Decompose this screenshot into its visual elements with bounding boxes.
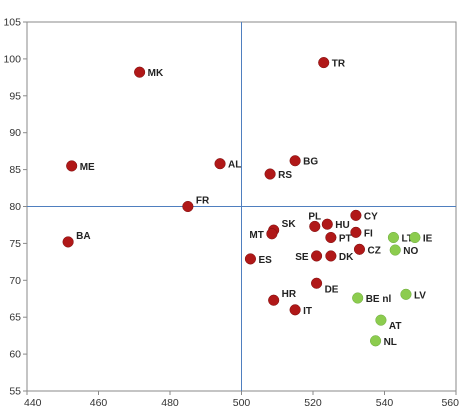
data-label-fi: FI — [364, 228, 373, 239]
y-tick-label: 75 — [9, 238, 21, 250]
data-points: TR MK ME AL BG RS FR BA CY PL HU SK MT FI PT CZ SE DK ES DE… — [62, 57, 433, 348]
y-tick-label: 55 — [9, 386, 21, 398]
x-tick-label: 440 — [24, 397, 42, 409]
data-label-fr: FR — [196, 196, 210, 207]
data-point-nl — [370, 335, 382, 347]
y-tick-label: 80 — [9, 201, 21, 213]
data-label-lt: LT — [401, 233, 412, 244]
data-label-hu: HU — [335, 220, 349, 231]
data-point-es — [244, 253, 256, 265]
data-label-dk: DK — [339, 252, 354, 263]
data-label-lv: LV — [414, 290, 426, 301]
data-point-rs — [264, 168, 276, 180]
data-label-rs: RS — [278, 170, 292, 181]
data-point-at — [375, 314, 387, 326]
x-tick-label: 460 — [90, 397, 108, 409]
data-label-se: SE — [295, 252, 309, 263]
y-tick-label: 60 — [9, 349, 21, 361]
y-axis: 55 60 65 70 75 80 85 90 95 100 105 — [3, 17, 27, 398]
data-point-lv — [400, 288, 412, 300]
data-label-al: AL — [228, 160, 241, 171]
data-label-sk: SK — [282, 219, 297, 230]
data-point-mt — [266, 228, 278, 240]
data-label-ba: BA — [76, 231, 90, 242]
x-tick-label: 560 — [441, 397, 459, 409]
data-label-pl: PL — [308, 211, 321, 222]
y-tick-label: 65 — [9, 312, 21, 324]
x-axis: 440 460 480 500 520 540 560 — [24, 391, 459, 409]
y-tick-label: 70 — [9, 275, 21, 287]
y-tick-label: 95 — [9, 90, 21, 102]
data-point-cy — [350, 209, 362, 221]
data-point-lt — [387, 231, 399, 244]
data-label-me: ME — [80, 162, 95, 173]
data-label-no: NO — [403, 246, 418, 257]
data-label-cz: CZ — [367, 245, 380, 256]
data-label-de: DE — [325, 284, 339, 295]
data-label-be-nl: BE nl — [366, 294, 392, 305]
y-tick-label: 100 — [3, 53, 21, 65]
data-label-hr: HR — [282, 289, 297, 300]
data-label-nl: NL — [384, 337, 397, 348]
y-tick-label: 85 — [9, 164, 21, 176]
data-point-fr — [182, 200, 194, 213]
x-tick-label: 500 — [233, 397, 251, 409]
data-point-bg — [289, 155, 301, 167]
data-point-me — [66, 160, 78, 172]
x-tick-label: 540 — [376, 397, 394, 409]
data-point-mk — [134, 66, 146, 78]
data-point-ba — [62, 236, 74, 248]
data-label-bg: BG — [303, 157, 318, 168]
data-label-tr: TR — [332, 59, 346, 70]
data-point-ie — [409, 231, 421, 244]
data-point-cz — [353, 243, 366, 255]
data-label-cy: CY — [364, 211, 378, 222]
reference-lines — [27, 22, 456, 391]
data-point-hu — [321, 218, 333, 230]
data-label-at: AT — [389, 321, 402, 332]
data-label-it: IT — [303, 306, 312, 317]
data-point-pt — [325, 231, 337, 244]
data-point-pl — [309, 220, 321, 232]
data-point-fi — [350, 226, 362, 238]
data-point-se — [311, 250, 323, 262]
data-point-de — [311, 277, 323, 289]
x-tick-label: 520 — [304, 397, 322, 409]
data-label-pt: PT — [339, 233, 352, 244]
data-point-no — [389, 244, 401, 256]
data-label-ie: IE — [423, 233, 433, 244]
x-tick-label: 480 — [161, 397, 179, 409]
data-point-hr — [268, 294, 280, 306]
data-point-it — [289, 304, 301, 316]
data-label-es: ES — [258, 255, 272, 266]
y-tick-label: 105 — [3, 17, 21, 29]
y-tick-label: 90 — [9, 127, 21, 139]
data-point-al — [214, 158, 226, 170]
data-point-tr — [318, 57, 330, 69]
data-label-mk: MK — [148, 68, 164, 79]
data-label-mt: MT — [249, 230, 263, 241]
data-point-be-nl — [352, 292, 364, 304]
data-point-dk — [325, 250, 337, 262]
